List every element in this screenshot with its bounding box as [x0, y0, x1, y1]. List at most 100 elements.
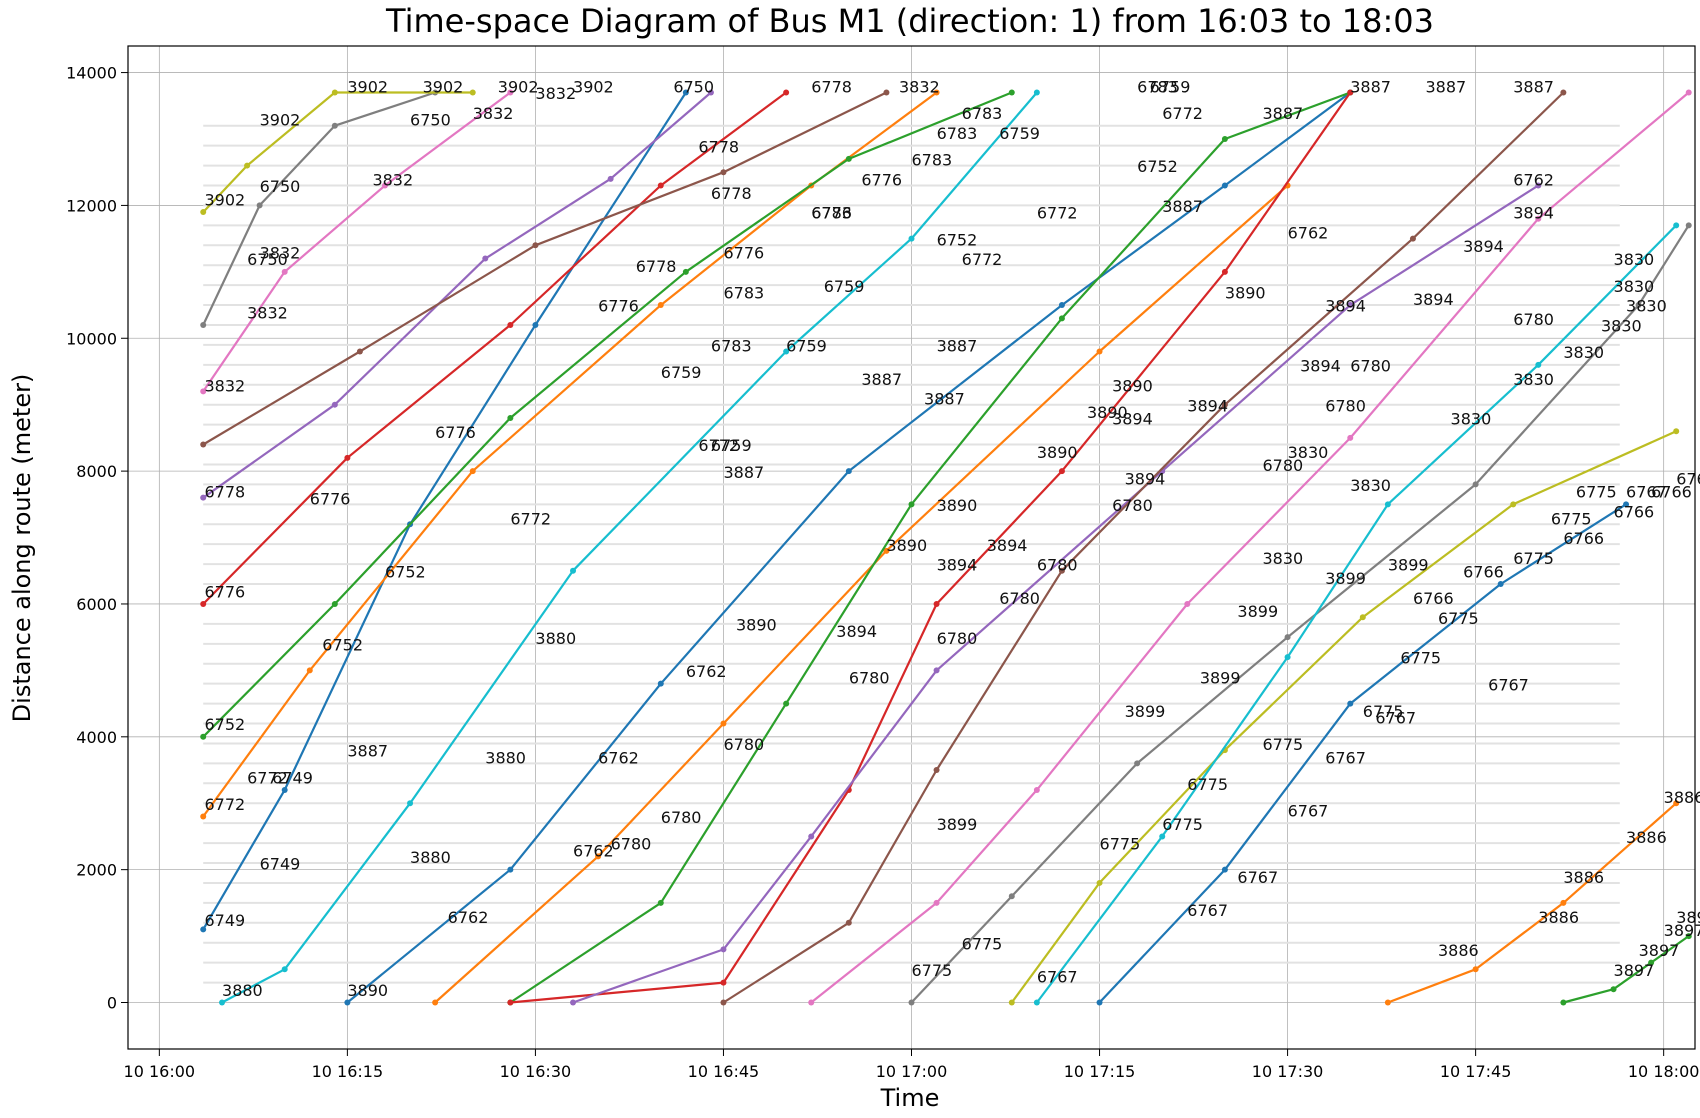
point-6766 — [1221, 866, 1228, 873]
point-3897 — [1560, 999, 1567, 1006]
bus-label-3887: 3887 — [1162, 197, 1203, 216]
trajectory-3897 — [1563, 935, 1690, 1004]
bus-label-3890: 3890 — [347, 981, 388, 1000]
point-3899 — [1685, 89, 1692, 96]
point-6767 — [1008, 999, 1015, 1006]
bus-label-3832: 3832 — [247, 303, 288, 322]
point-6780 — [933, 667, 940, 674]
point-6772 — [200, 813, 207, 820]
bus-label-6767: 6767 — [1237, 868, 1278, 887]
point-6778 — [607, 175, 614, 182]
y-tick-label: 6000 — [76, 595, 117, 614]
bus-label-6762: 6762 — [573, 841, 614, 860]
bus-label-3887: 3887 — [1425, 77, 1466, 96]
bus-label-6767: 6767 — [1187, 901, 1228, 920]
bus-label-6772: 6772 — [247, 768, 288, 787]
y-tick-label: 4000 — [76, 728, 117, 747]
bus-label-6759: 6759 — [786, 337, 827, 356]
point-3886 — [1472, 966, 1479, 973]
point-6775 — [1635, 302, 1642, 309]
point-3894 — [1221, 401, 1228, 408]
point-6766 — [1497, 581, 1504, 588]
point-6778 — [482, 255, 489, 262]
point-6772 — [306, 667, 313, 674]
bus-label-6775: 6775 — [1576, 483, 1617, 502]
bus-label-3887: 3887 — [347, 742, 388, 761]
bus-label-6775: 6775 — [912, 961, 953, 980]
point-6783 — [883, 89, 890, 96]
bus-label-3886: 3886 — [1563, 868, 1604, 887]
x-tick-label: 10 17:30 — [1252, 1062, 1324, 1081]
bus-label-6780: 6780 — [937, 629, 978, 648]
point-6762 — [720, 720, 727, 727]
point-6780 — [1347, 302, 1354, 309]
point-6783 — [532, 242, 539, 249]
bus-label-3902: 3902 — [498, 77, 539, 96]
point-3880 — [908, 235, 915, 242]
point-3886 — [1673, 800, 1680, 807]
x-tick-label: 10 16:00 — [124, 1062, 196, 1081]
bus-label-6783: 6783 — [723, 283, 764, 302]
bus-label-3899: 3899 — [1325, 569, 1366, 588]
bus-label-6762: 6762 — [686, 662, 727, 681]
bus-label-6778: 6778 — [811, 77, 852, 96]
point-3890 — [845, 468, 852, 475]
bus-label-6778: 6778 — [636, 257, 677, 276]
x-tick-label: 10 18:00 — [1628, 1062, 1700, 1081]
bus-label-3894: 3894 — [1325, 297, 1366, 316]
bus-label-6775: 6775 — [1438, 609, 1479, 628]
y-tick-label: 0 — [107, 994, 117, 1013]
point-6750 — [331, 122, 338, 129]
bus-label-6780: 6780 — [1513, 310, 1554, 329]
bus-label-3894: 3894 — [836, 622, 877, 641]
point-3880 — [570, 567, 577, 574]
point-6767 — [1673, 428, 1680, 435]
point-6762 — [1096, 348, 1103, 355]
point-3899 — [933, 899, 940, 906]
point-6783 — [720, 169, 727, 176]
bus-label-6749: 6749 — [204, 911, 245, 930]
bus-label-6772: 6772 — [510, 509, 551, 528]
trajectory-6776 — [202, 91, 787, 605]
bus-label-6759: 6759 — [824, 277, 865, 296]
bus-label-6776: 6776 — [310, 489, 351, 508]
bus-label-6752: 6752 — [937, 230, 978, 249]
bus-label-3887: 3887 — [1513, 77, 1554, 96]
bus-label-6766: 6766 — [1614, 503, 1655, 522]
bus-label-6762: 6762 — [1513, 170, 1554, 189]
point-6775 — [1284, 634, 1291, 641]
point-3887 — [933, 600, 940, 607]
point-6762 — [883, 547, 890, 554]
point-3880 — [1033, 89, 1040, 96]
bus-label-6762: 6762 — [598, 748, 639, 767]
point-6749 — [532, 321, 539, 328]
bus-label-3886: 3886 — [1626, 828, 1667, 847]
point-6759 — [908, 501, 915, 508]
point-3897 — [1610, 986, 1617, 993]
bus-label-6783: 6783 — [711, 337, 752, 356]
bus-label-6780: 6780 — [1112, 496, 1153, 515]
bus-label-6766: 6766 — [1463, 562, 1504, 581]
bus-label-3832: 3832 — [535, 84, 576, 103]
bus-label-6780: 6780 — [723, 735, 764, 754]
point-6772 — [469, 468, 476, 475]
bus-label-6750: 6750 — [410, 111, 451, 130]
point-3890 — [1058, 302, 1065, 309]
bus-label-3830: 3830 — [1288, 443, 1329, 462]
bus-label-3894: 3894 — [1513, 204, 1554, 223]
bus-label-6783: 6783 — [811, 204, 852, 223]
bus-label-3830: 3830 — [1513, 370, 1554, 389]
point-6752 — [200, 733, 207, 740]
point-3894 — [933, 767, 940, 774]
bus-label-6752: 6752 — [322, 635, 363, 654]
point-6767 — [1510, 501, 1517, 508]
point-3894 — [1409, 235, 1416, 242]
bus-label-3902: 3902 — [573, 77, 614, 96]
point-6783 — [200, 441, 207, 448]
point-3887 — [1058, 468, 1065, 475]
y-tick-label: 2000 — [76, 861, 117, 880]
bus-label-3899: 3899 — [1388, 556, 1429, 575]
bus-label-6780: 6780 — [1325, 396, 1366, 415]
bus-label-6776: 6776 — [861, 170, 902, 189]
point-6752 — [682, 268, 689, 275]
